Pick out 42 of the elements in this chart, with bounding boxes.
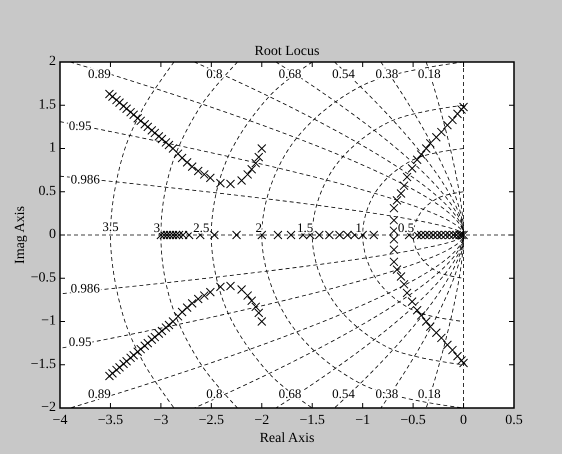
y-tick-label: 1.5 bbox=[38, 97, 56, 112]
x-tick-label: 0 bbox=[460, 413, 468, 428]
x-tick-label: −1 bbox=[355, 413, 370, 428]
annotation: 3 bbox=[154, 220, 160, 235]
y-tick-label: −2 bbox=[41, 400, 56, 416]
annotation: 3.5 bbox=[102, 219, 119, 234]
y-tick-label: 0.5 bbox=[38, 184, 56, 199]
x-tick-label: −3.5 bbox=[98, 413, 124, 428]
x-tick-label: −2 bbox=[254, 413, 270, 428]
annotation: 0.68 bbox=[278, 66, 302, 81]
annotation: 1 bbox=[355, 220, 362, 235]
annotation: 1.5 bbox=[297, 220, 314, 235]
annotation: 0.986 bbox=[70, 280, 100, 296]
x-tick-label: −1.5 bbox=[300, 413, 325, 428]
x-tick-label: −2.5 bbox=[198, 413, 224, 428]
y-tick-label: −1 bbox=[41, 314, 56, 329]
annotation: 0.5 bbox=[398, 220, 414, 235]
annotation: 0.89 bbox=[88, 66, 111, 81]
annotation: 0.8 bbox=[206, 386, 222, 402]
y-tick-label: 1 bbox=[49, 140, 56, 156]
annotation: 0.38 bbox=[376, 66, 398, 81]
annotation: 0.8 bbox=[206, 66, 222, 81]
x-tick-label: −0.5 bbox=[400, 413, 426, 428]
annotation: 2.5 bbox=[193, 220, 210, 235]
annotation: 0.95 bbox=[68, 118, 92, 133]
y-tick-label: 0 bbox=[49, 227, 56, 242]
x-tick-label: −4 bbox=[52, 413, 68, 428]
annotation: 0.95 bbox=[68, 334, 92, 350]
annotation: 0.18 bbox=[418, 66, 441, 81]
y-tick-label: −1.5 bbox=[30, 356, 56, 372]
annotation: 0.54 bbox=[332, 66, 356, 81]
y-tick-label: −0.5 bbox=[30, 270, 56, 286]
x-axis-title: Real Axis bbox=[260, 431, 314, 446]
y-tick-label: 2 bbox=[49, 54, 56, 70]
annotation: 0.986 bbox=[70, 171, 100, 186]
y-axis-title: Imag Axis bbox=[13, 206, 28, 264]
annotation: 0.18 bbox=[418, 386, 441, 402]
annotation: 0.89 bbox=[88, 386, 111, 402]
chart-title: Root Locus bbox=[254, 44, 320, 59]
x-tick-label: 0.5 bbox=[505, 413, 523, 428]
annotation: 0.54 bbox=[332, 386, 356, 402]
x-tick-label: −3 bbox=[153, 413, 168, 428]
